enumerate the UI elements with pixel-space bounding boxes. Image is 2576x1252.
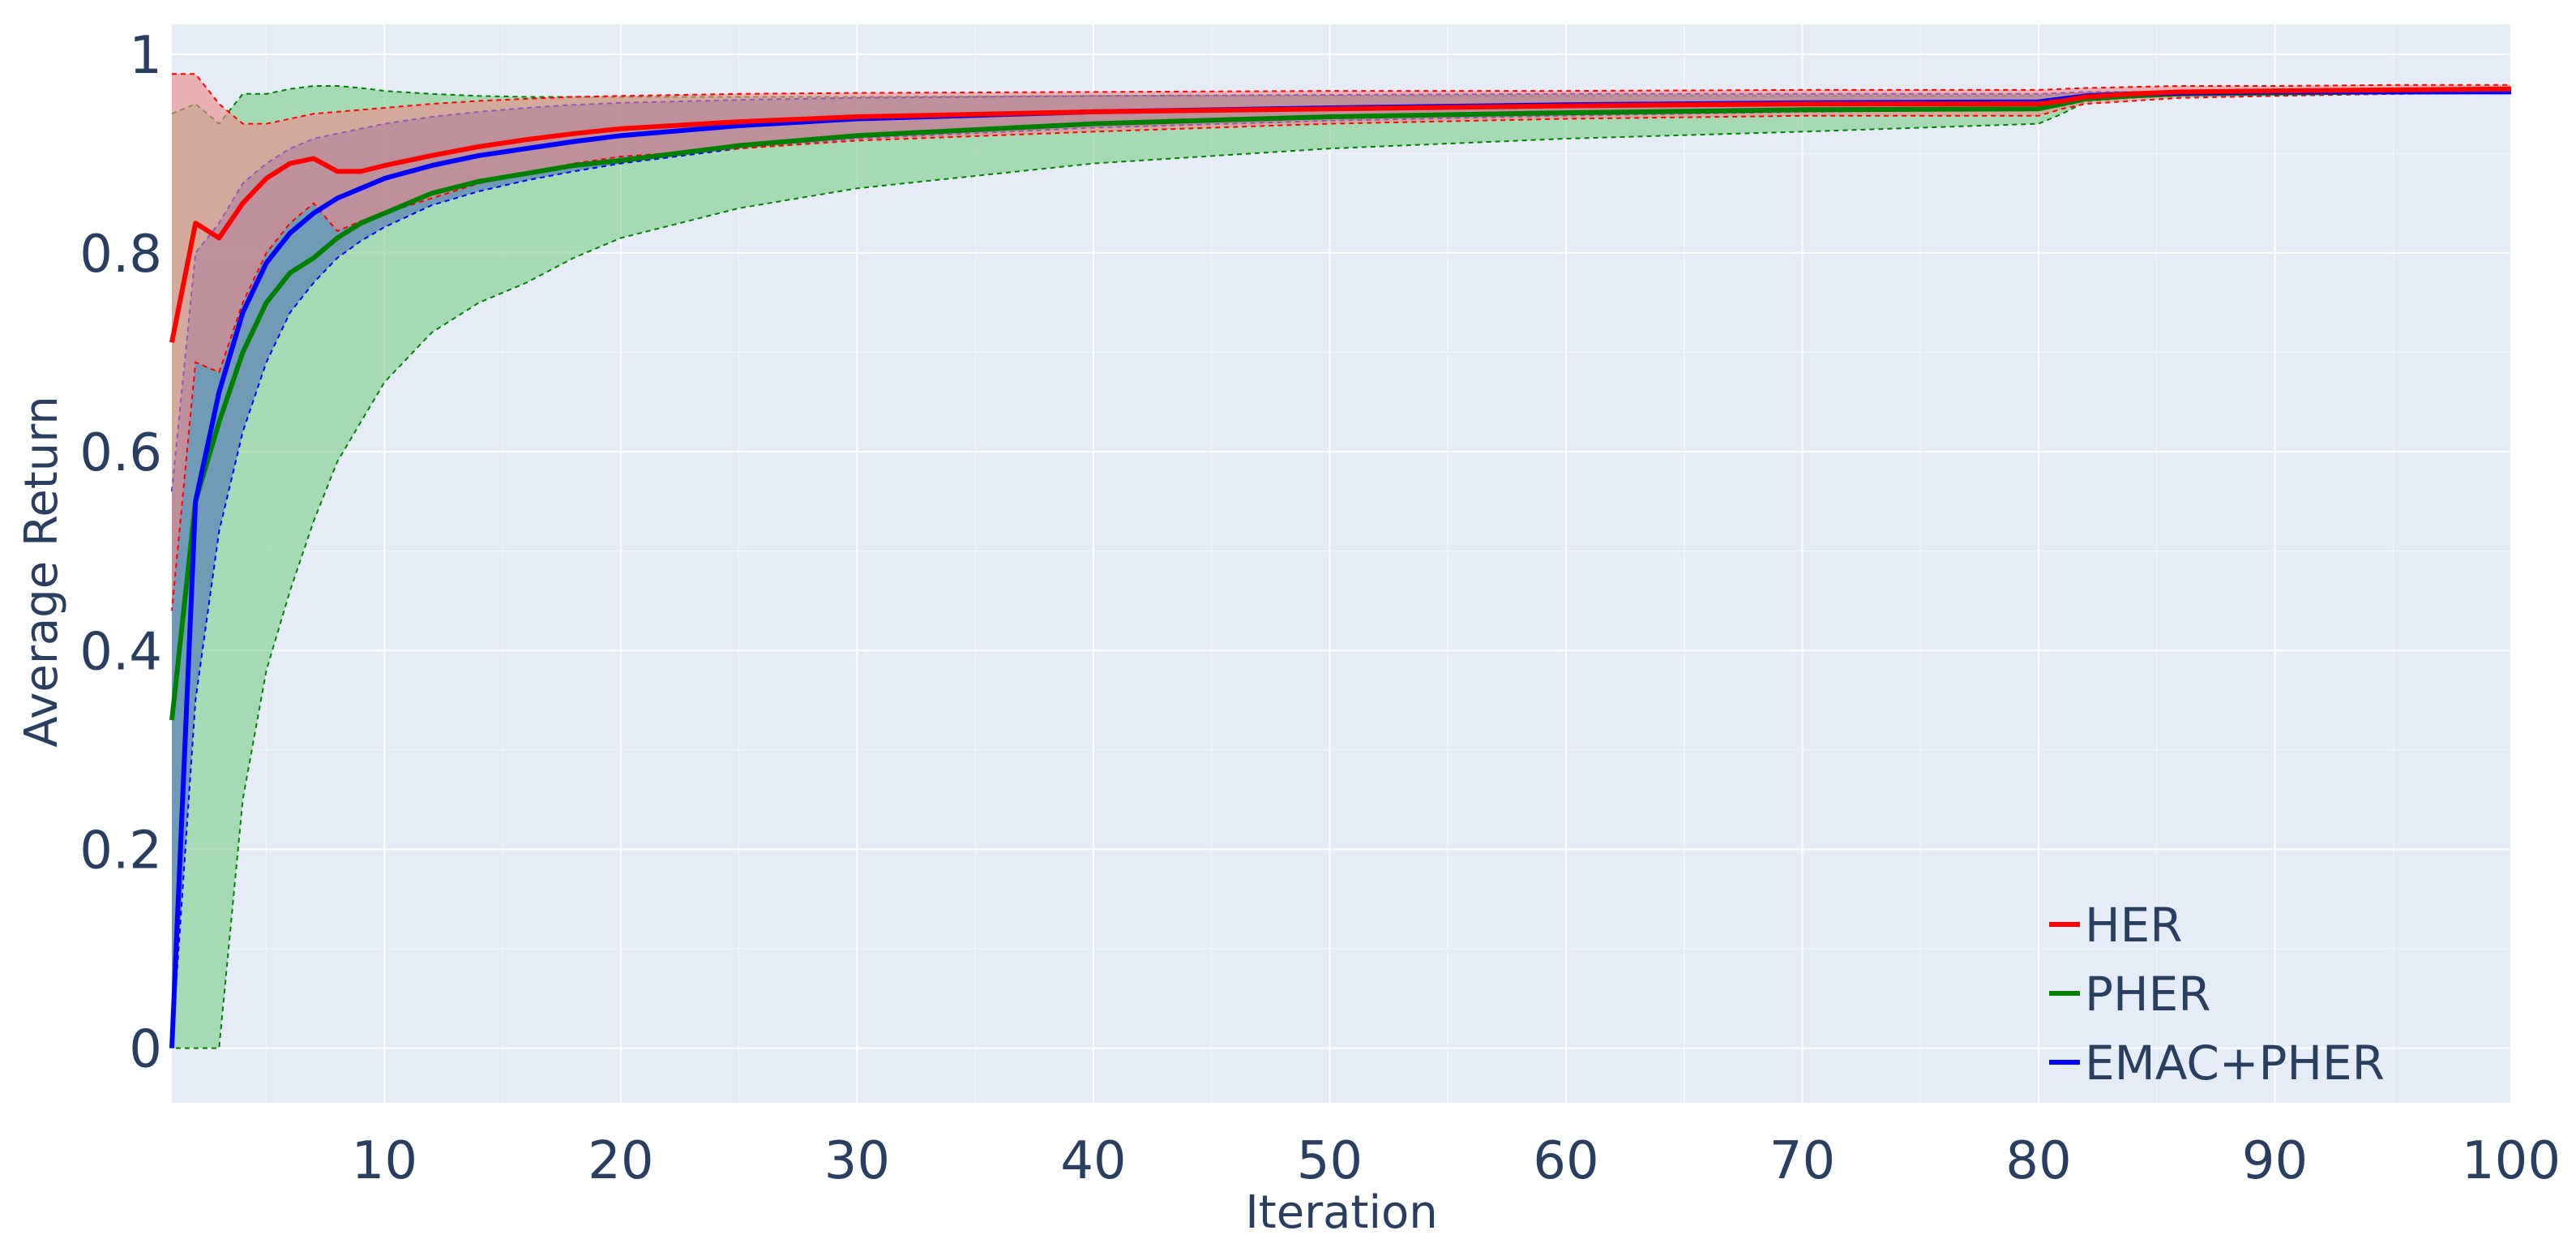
series-lines (169, 86, 2512, 1048)
x-tick-label-60: 60 (1533, 1131, 1598, 1191)
x-tick-label-50: 50 (1297, 1131, 1363, 1191)
x-axis-ticks: 10 20 30 40 50 60 70 80 90 100 (352, 1131, 2561, 1191)
x-tick-label-100: 100 (2462, 1131, 2561, 1191)
legend-label-pher: PHER (2085, 967, 2211, 1022)
line-her (169, 86, 2512, 343)
x-tick-label-10: 10 (352, 1131, 417, 1191)
x-tick-label-30: 30 (824, 1131, 890, 1191)
band-lower-her (171, 92, 2512, 611)
y-tick-label-0.8: 0.8 (79, 225, 162, 285)
y-tick-label-0.6: 0.6 (79, 423, 162, 483)
x-tick-label-40: 40 (1060, 1131, 1126, 1191)
x-tick-label-80: 80 (2005, 1131, 2071, 1191)
legend: HER PHER EMAC+PHER (2049, 898, 2385, 1091)
y-axis-ticks: 0 0.2 0.4 0.6 0.8 1 (79, 26, 162, 1080)
band-upper-her (172, 73, 2511, 125)
x-tick-label-70: 70 (1769, 1131, 1835, 1191)
y-tick-label-0.2: 0.2 (79, 821, 162, 881)
legend-label-emac-pher: EMAC+PHER (2085, 1035, 2385, 1091)
confidence-bands (171, 73, 2512, 1049)
legend-label-her: HER (2085, 898, 2183, 953)
band-her (172, 74, 2511, 611)
y-tick-label-1: 1 (129, 26, 162, 86)
x-tick-label-20: 20 (588, 1131, 653, 1191)
x-axis-title: Iteration (1245, 1186, 1438, 1239)
y-tick-label-0.4: 0.4 (79, 622, 162, 682)
x-tick-label-90: 90 (2242, 1131, 2308, 1191)
band-lower-emac-pher (171, 92, 2512, 1048)
y-axis-title: Average Return (15, 396, 68, 748)
band-lower-pher (172, 91, 2512, 1049)
y-tick-label-0: 0 (129, 1020, 162, 1080)
